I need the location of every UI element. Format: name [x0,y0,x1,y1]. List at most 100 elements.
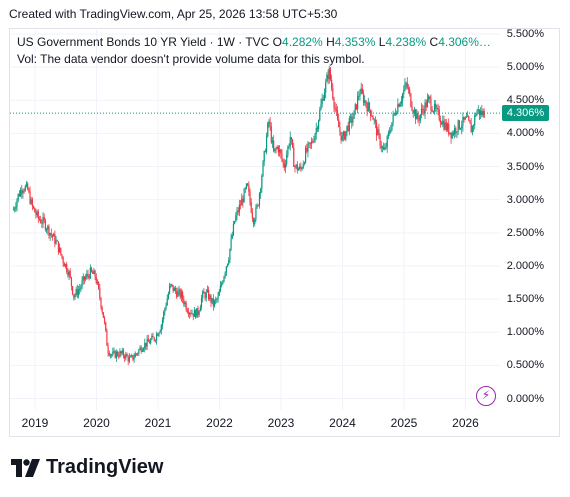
candle-body [80,286,82,289]
candle-body [75,289,77,295]
candle-body [102,312,104,318]
candle-body [131,355,133,357]
candle-body [284,164,287,168]
candle-body [151,335,153,340]
candle-body [61,254,63,258]
candle-body [464,117,466,120]
candle-body [257,205,259,206]
candle-body [182,292,184,300]
candle-body [252,218,255,225]
candle-body [237,210,239,213]
candle-body [403,89,405,94]
candle-body [190,313,192,314]
candle-body [122,350,125,357]
candle-body [393,113,395,115]
candle-body [323,92,326,101]
candle-body [170,284,172,287]
candle-body [38,218,41,220]
candle-body [70,277,73,287]
lightning-icon[interactable]: ⚡ [476,386,496,406]
y-tick-label: 1.000% [506,326,544,339]
last-price-label: 4.306% [502,105,549,122]
candle-body [373,119,375,121]
candle-body [217,295,219,300]
candle-body [37,211,39,219]
candle-body [379,134,381,147]
candle-body [210,295,212,303]
candle-body [383,146,385,150]
candle-body [66,264,68,272]
y-tick-label: 5.500% [506,28,544,40]
candle-body [399,103,401,107]
candle-body [133,357,135,360]
candle-body [247,183,249,186]
candle-body [112,351,114,356]
candle-body [305,147,307,163]
y-tick-label: 2.000% [506,259,544,272]
candle-body [204,293,206,299]
candle-body [111,354,113,356]
candle-body [144,342,146,349]
candle-body [157,334,159,336]
symbol-title: US Government Bonds 10 YR Yield · 1W · T… [17,35,270,49]
tradingview-brand[interactable]: TradingView [11,456,163,479]
candle-body [309,142,311,144]
candle-body [250,202,252,213]
candle-body [224,272,226,277]
candle-body [176,291,178,297]
candle-body [248,185,250,192]
candle-body [426,98,429,108]
candle-body [148,341,151,344]
candle-body [184,302,186,305]
candle-body [93,270,95,274]
candle-body [216,299,218,300]
candle-body [332,87,334,99]
candle-body [81,280,83,287]
candle-body [59,247,61,253]
candle-body [310,141,313,144]
candle-body [314,133,316,141]
candle-body [74,294,76,298]
candle-body [189,313,191,315]
candle-body [221,283,223,286]
candle-body [482,110,484,116]
candle-body [270,126,272,143]
candle-body [385,147,387,149]
candle-body [411,106,413,111]
candle-body [128,357,130,362]
candle-body [396,112,398,115]
candle-body [468,116,470,121]
candle-body [339,127,341,132]
candle-body [443,120,445,130]
candle-body [261,176,263,190]
candle-body [420,108,423,115]
candle-body [198,311,200,315]
candle-body [242,198,244,203]
candle-body [461,126,463,129]
candle-body [384,147,386,150]
candle-body [208,289,210,300]
volume-note: Vol: The data vendor doesn't provide vol… [17,52,365,66]
candle-body [119,351,121,357]
candle-body [235,215,237,222]
candle-body [239,204,242,206]
candle-body [428,96,430,99]
candle-body [213,300,216,307]
candle-body [255,207,257,220]
candle-body [360,88,362,94]
candle-body [195,310,197,318]
candle-body [158,332,160,336]
candle-body [89,267,91,279]
candle-body [400,100,402,104]
candle-body [470,123,472,133]
candle-body [48,226,50,236]
chart-pane[interactable] [9,28,560,437]
candle-body [299,166,301,169]
candle-body [171,284,173,286]
candle-body [355,104,358,110]
candle-body [297,168,300,171]
candle-body [455,128,457,133]
candle-body [94,270,96,277]
high-label: H [326,35,335,49]
